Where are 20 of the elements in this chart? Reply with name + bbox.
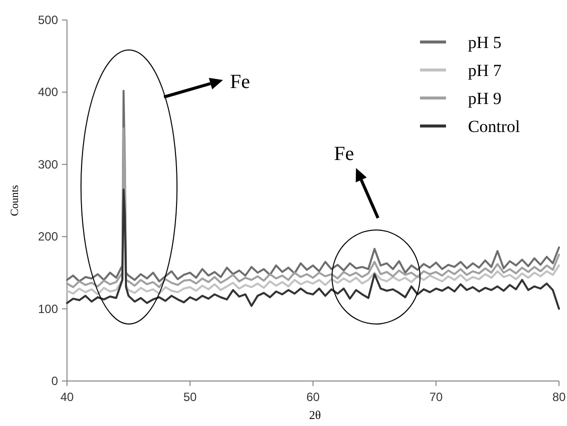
legend-label: pH 5 [468, 33, 502, 52]
x-tick-label: 60 [306, 390, 320, 404]
x-tick-label: 40 [60, 390, 74, 404]
legend-label: pH 9 [468, 89, 502, 108]
y-tick-label: 400 [38, 85, 58, 100]
annotation: Fe [230, 71, 250, 93]
line-series [66, 188, 560, 310]
x-tick-label: 50 [183, 390, 197, 404]
y-tick-label: 100 [38, 302, 58, 316]
y-tick-label: 0 [51, 374, 58, 388]
y-tick-label: 500 [38, 13, 58, 27]
y-tick-label: 200 [38, 230, 58, 244]
x-axis-title: 2θ [309, 408, 322, 422]
x-tick-label: 70 [429, 390, 443, 404]
y-tick-label: 300 [38, 157, 58, 172]
annotation: Fe [334, 143, 354, 165]
legend-label: Control [468, 117, 520, 136]
x-tick-label: 80 [552, 390, 566, 404]
y-axis-title: Counts [9, 184, 21, 216]
legend-label: pH 7 [468, 61, 502, 80]
